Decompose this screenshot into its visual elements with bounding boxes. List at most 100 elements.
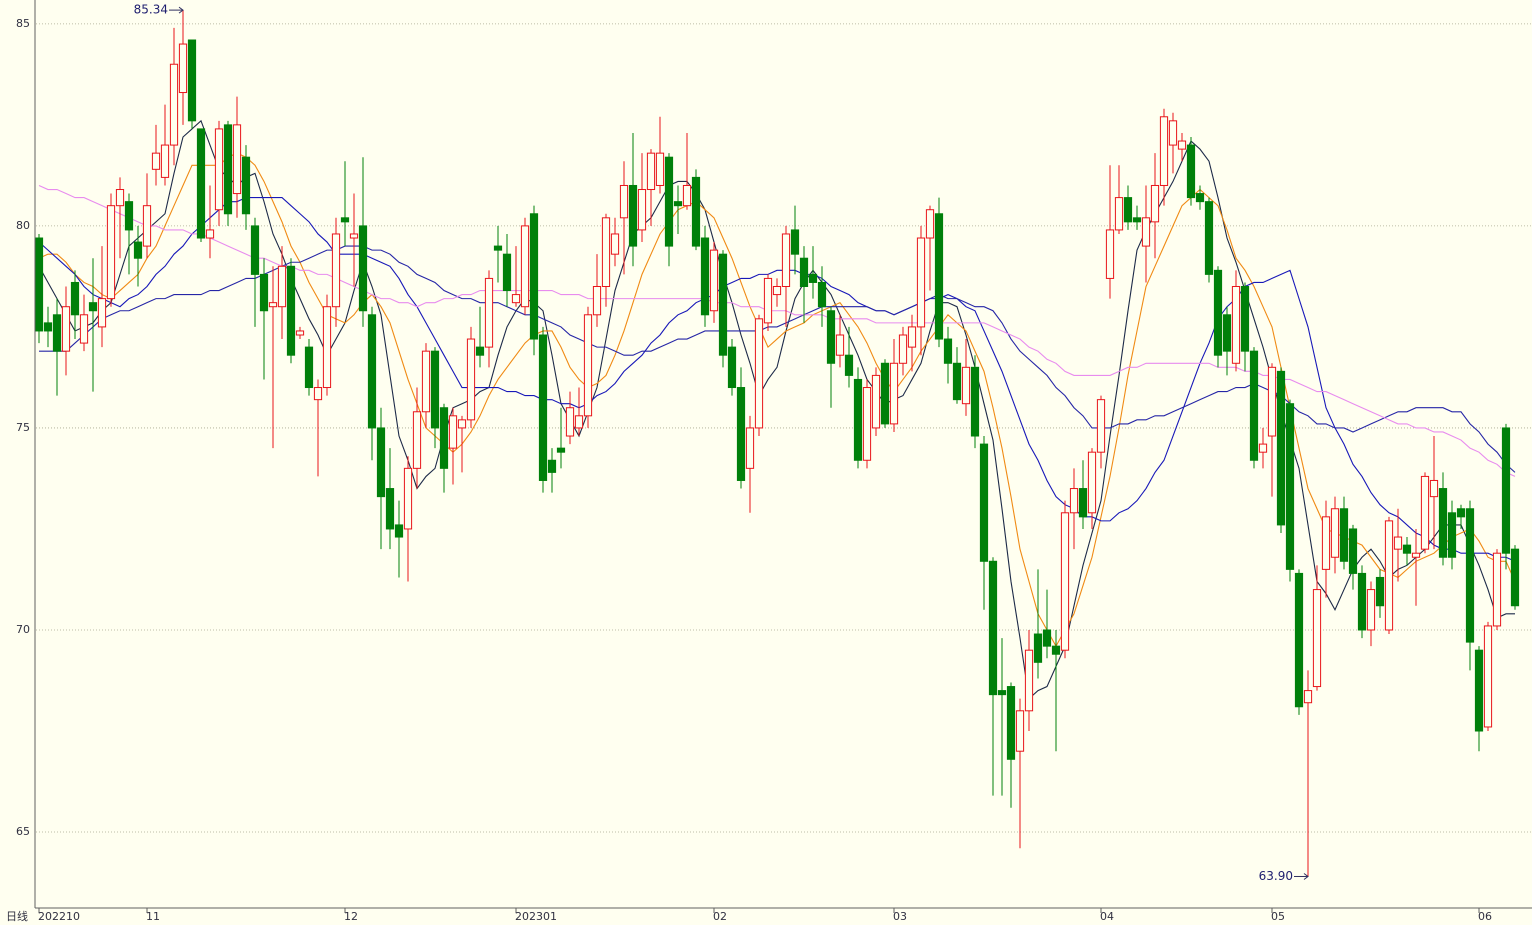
x-tick-label: 06 [1478, 910, 1492, 923]
candle-body [997, 690, 1007, 696]
x-tick-label: 11 [146, 910, 160, 923]
candle-body [1060, 512, 1070, 651]
candle-body [916, 237, 926, 328]
candle-body [430, 350, 440, 429]
candle-body [610, 233, 620, 255]
candle-body [781, 233, 791, 288]
x-tick-label: 202301 [515, 910, 557, 923]
candle-body [475, 346, 485, 356]
candle-body [1249, 350, 1259, 461]
candle-body [511, 294, 521, 304]
candle-body [304, 346, 314, 389]
candle-body [646, 152, 656, 191]
annotation-arrowhead [1303, 873, 1309, 880]
period-label: 日线 [6, 909, 28, 923]
candle-body [97, 298, 107, 328]
grid [36, 23, 1532, 833]
candle-body [1303, 690, 1313, 704]
candle-body [889, 362, 899, 425]
candle-body [151, 152, 161, 170]
candle-body [1204, 201, 1214, 275]
candle-body [691, 176, 701, 247]
candles [34, 10, 1520, 877]
candle-body [844, 354, 854, 376]
candle-body [268, 302, 278, 308]
candle-body [349, 233, 359, 239]
y-tick-label: 70 [16, 623, 30, 636]
y-tick-label: 85 [16, 17, 30, 30]
candle-body [1285, 403, 1295, 570]
candle-body [223, 124, 233, 215]
candle-body [1339, 508, 1349, 562]
candle-body [1366, 589, 1376, 631]
candle-body [376, 427, 386, 498]
candle-body [682, 184, 692, 207]
candle-body [142, 205, 152, 247]
candle-body [43, 322, 53, 332]
candle-body [205, 229, 215, 239]
candle-body [673, 201, 683, 207]
candle-body [1492, 552, 1502, 627]
candle-body [394, 524, 404, 538]
y-tick-label: 75 [16, 421, 30, 434]
moving-average-line [38, 152, 1516, 648]
labels: 65 70 75 80 85 202210 11 12 202301 02 03 04 05 06 85.3… [16, 3, 1492, 923]
annotation-label: 63.90 [1259, 869, 1293, 883]
candle-body [1132, 217, 1142, 223]
candle-body [1474, 649, 1484, 732]
candle-body [871, 374, 881, 429]
candle-body [187, 39, 197, 122]
candle-body [772, 286, 782, 296]
candle-body [970, 366, 980, 437]
candle-body [853, 378, 863, 461]
candle-body [124, 201, 134, 231]
candle-body [322, 306, 332, 389]
candle-body [457, 419, 467, 429]
candle-body [1276, 370, 1286, 526]
candle-body [1231, 286, 1241, 364]
candle-body [1006, 686, 1016, 760]
candle-body [817, 281, 827, 308]
candle-body [1483, 625, 1493, 728]
candle-body [1186, 144, 1196, 199]
candle-body [1411, 552, 1421, 558]
candle-body [1069, 488, 1079, 514]
candle-body [403, 467, 413, 530]
candle-body [1348, 528, 1358, 574]
candle-body [1141, 217, 1151, 247]
candle-body [1402, 544, 1412, 554]
candle-body [250, 225, 260, 275]
candle-body [727, 346, 737, 389]
x-tick-label: 12 [344, 910, 358, 923]
candle-body [61, 306, 71, 352]
candle-body [961, 366, 971, 405]
candle-body [295, 330, 305, 336]
candle-body [277, 265, 287, 308]
candle-body [178, 43, 188, 94]
candle-body [502, 253, 512, 292]
candle-body [943, 338, 953, 364]
candle-body [1150, 184, 1160, 223]
candle-body [1177, 140, 1187, 150]
candle-body [313, 387, 323, 401]
candle-body [1222, 314, 1232, 352]
candle-body [655, 152, 665, 186]
candle-body [718, 253, 728, 356]
x-tick-label: 04 [1100, 910, 1114, 923]
candle-body [1114, 197, 1124, 231]
candle-body [493, 245, 503, 251]
candle-body [529, 213, 539, 340]
candle-body [241, 156, 251, 215]
candle-body [1159, 116, 1169, 186]
candle-body [952, 362, 962, 401]
candle-body [1267, 366, 1277, 437]
candle-body [1465, 508, 1475, 643]
candle-body [1438, 488, 1448, 558]
candle-body [115, 189, 125, 207]
candle-body [862, 387, 872, 461]
candle-body [70, 281, 80, 316]
candle-body [1078, 488, 1088, 518]
candle-body [412, 411, 422, 469]
candle-body [1258, 443, 1268, 453]
